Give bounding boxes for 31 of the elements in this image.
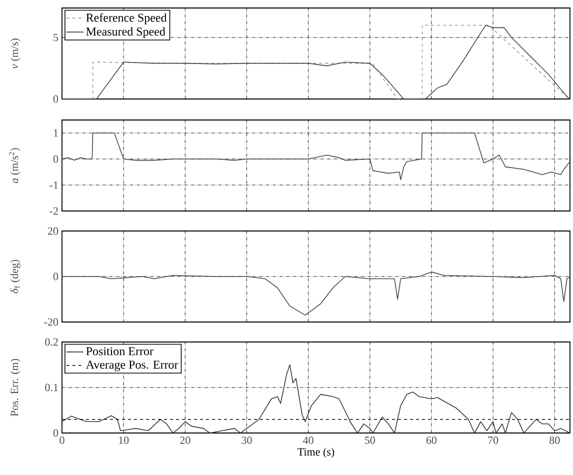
x-tick-label: 10 [119, 436, 129, 444]
y-tick-label: -2 [50, 207, 58, 215]
y-tick-label: 1 [54, 129, 58, 137]
y-axis-title: v (m/s) [10, 38, 20, 69]
y-tick-label: 20 [48, 227, 58, 235]
y-tick-label: 5 [54, 34, 58, 42]
y-tick-label: -20 [44, 318, 58, 326]
x-axis-title: Time (s) [298, 448, 334, 458]
y-axis-title: Pos. Err. (m) [10, 358, 20, 416]
y-tick-label: 0.2 [45, 338, 58, 346]
x-tick-label: 40 [303, 436, 314, 444]
legend-label: Position Error [86, 347, 154, 356]
x-tick-label: 70 [488, 436, 498, 444]
y-tick-label: -1 [50, 181, 58, 189]
x-tick-label: 60 [426, 436, 437, 444]
x-tick-label: 20 [180, 436, 190, 444]
legend-label: Measured Speed [86, 27, 166, 38]
legend-label: Reference Speed [86, 13, 167, 24]
y-axis-title: δ$_{f}$ (deg) [10, 260, 20, 294]
x-tick-label: 0 [60, 436, 64, 444]
legend-label: Average Pos. Error [86, 360, 178, 372]
y-tick-label: 0.1 [45, 384, 58, 392]
y-tick-label: 0 [53, 155, 58, 163]
y-tick-label: 0 [53, 95, 58, 103]
x-tick-label: 80 [550, 436, 560, 444]
line-series [62, 272, 570, 316]
x-tick-label: 50 [365, 436, 375, 444]
y-axis-title: a (m/s$^{2}$) [8, 148, 20, 184]
y-tick-label: 0 [53, 272, 58, 280]
y-tick-label: 0 [53, 429, 58, 437]
x-tick-label: 30 [242, 436, 252, 444]
